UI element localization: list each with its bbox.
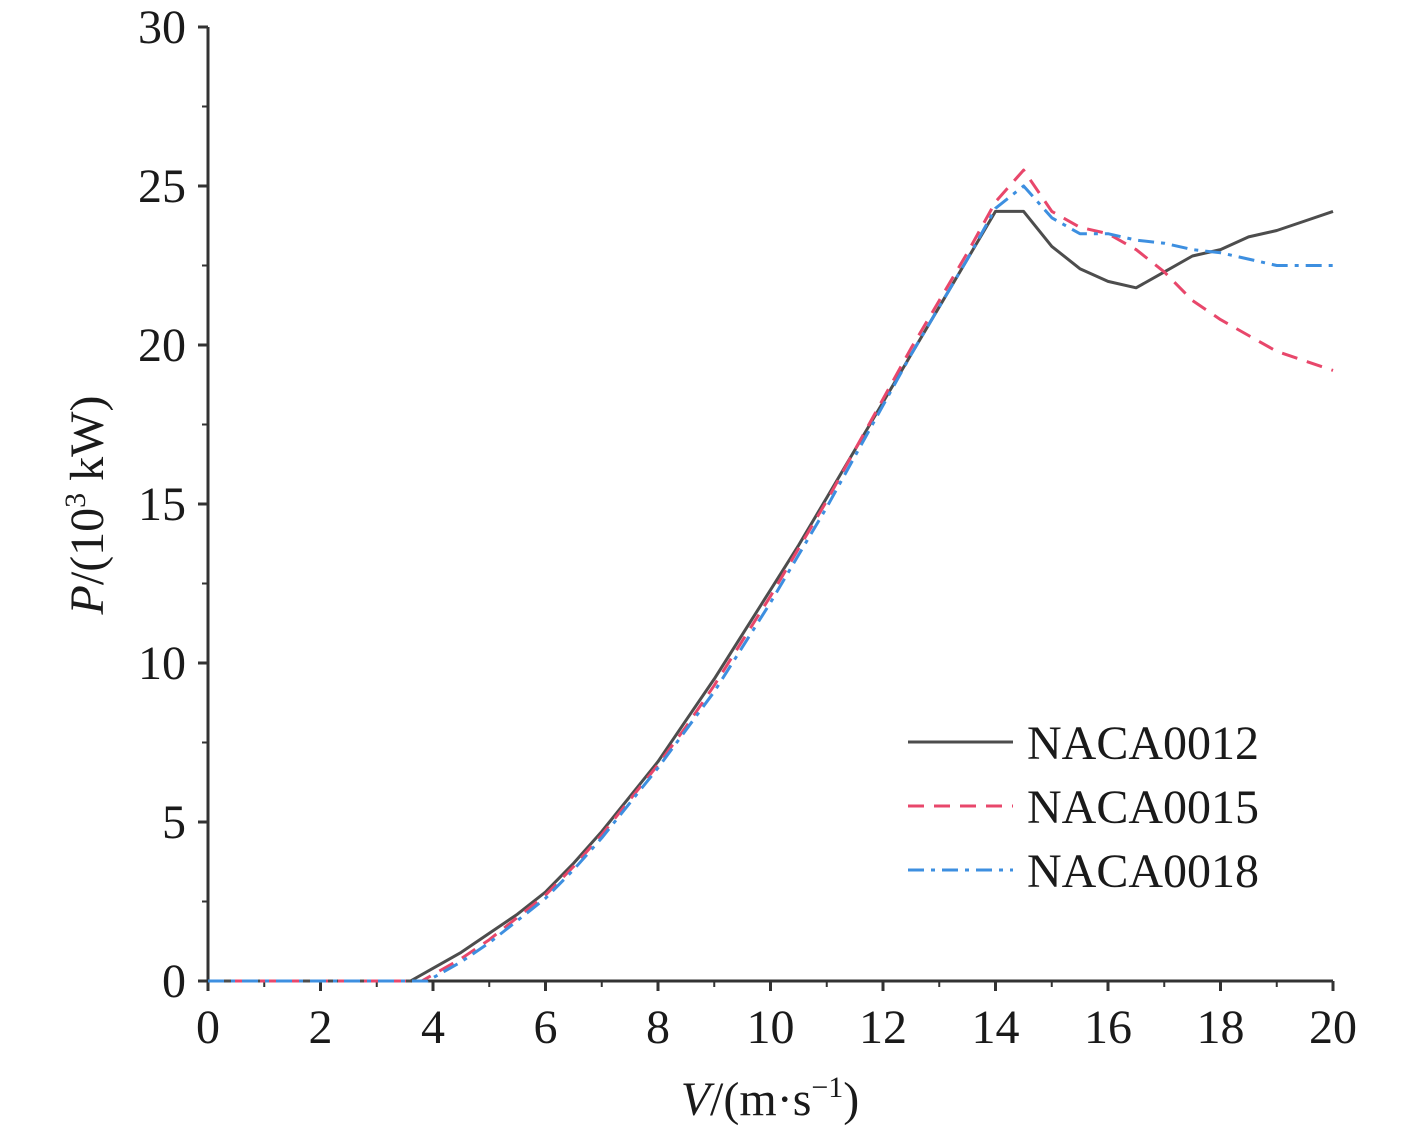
legend-label-naca0018: NACA0018 xyxy=(1027,845,1259,898)
y-tick-label: 15 xyxy=(138,478,186,531)
x-axis-rest: /(m·s xyxy=(710,1073,811,1126)
series-line-naca0018 xyxy=(208,184,1333,983)
x-axis-sup: −1 xyxy=(811,1071,843,1104)
y-tick-label: 0 xyxy=(162,955,186,1008)
y-axis-var: P xyxy=(61,585,114,615)
x-tick-label: 2 xyxy=(309,1001,333,1054)
x-tick-label: 14 xyxy=(972,1001,1020,1054)
x-axis-title: V/(m·s−1) xyxy=(681,1071,860,1126)
x-tick-label: 20 xyxy=(1309,1001,1357,1054)
x-tick-label: 8 xyxy=(646,1001,670,1054)
x-tick-label: 10 xyxy=(747,1001,795,1054)
legend: NACA0012 NACA0015 NACA0018 xyxy=(908,717,1259,898)
y-tick-label: 10 xyxy=(138,637,186,690)
x-tick-label: 6 xyxy=(534,1001,558,1054)
series-line-naca0012 xyxy=(208,209,1334,983)
x-tick-label: 16 xyxy=(1084,1001,1132,1054)
y-tick-label: 25 xyxy=(138,160,186,213)
legend-label-naca0012: NACA0012 xyxy=(1027,717,1259,770)
y-tick-label: 20 xyxy=(138,319,186,372)
y-tick-label: 30 xyxy=(138,1,186,54)
y-tick-label: 5 xyxy=(162,796,186,849)
y-axis-sup: 3 xyxy=(59,493,92,508)
x-tick-label: 4 xyxy=(421,1001,445,1054)
axes: 0 5 10 15 20 25 30 0 2 4 6 8 10 12 14 16 18 20 xyxy=(138,1,1357,1054)
series-line-naca0015 xyxy=(208,168,1334,983)
x-axis-var: V xyxy=(681,1073,715,1126)
series-layer xyxy=(208,168,1334,983)
y-axis-title: P/(103 kW) xyxy=(59,396,114,616)
y-axis-rest: /(10 xyxy=(61,508,114,585)
x-axis-close: ) xyxy=(843,1073,859,1126)
x-tick-label: 18 xyxy=(1197,1001,1245,1054)
x-tick-label: 0 xyxy=(196,1001,220,1054)
legend-label-naca0015: NACA0015 xyxy=(1027,781,1259,834)
x-tick-label: 12 xyxy=(859,1001,907,1054)
y-axis-unit: kW) xyxy=(61,396,114,493)
